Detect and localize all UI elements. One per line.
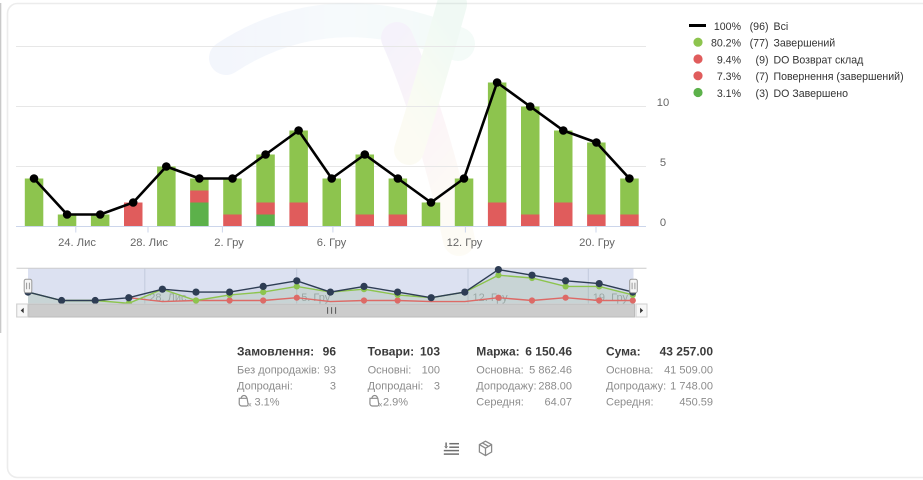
svg-text:(7): (7) xyxy=(756,71,769,83)
svg-text:Середня:: Середня: xyxy=(606,397,654,409)
svg-text:3: 3 xyxy=(330,381,336,393)
svg-text:100%: 100% xyxy=(714,21,742,33)
svg-text:1 748.00: 1 748.00 xyxy=(670,381,713,393)
svg-text:3.1%: 3.1% xyxy=(717,88,742,100)
svg-text:(77): (77) xyxy=(750,38,769,50)
svg-text:20. Гру: 20. Гру xyxy=(579,237,615,249)
svg-text:Допродані:: Допродані: xyxy=(368,381,424,393)
svg-text:7.3%: 7.3% xyxy=(717,71,742,83)
svg-text:Всі: Всі xyxy=(774,21,789,33)
svg-text:2. Гру: 2. Гру xyxy=(214,237,244,249)
svg-text:5 862.46: 5 862.46 xyxy=(529,365,572,377)
svg-text:10: 10 xyxy=(657,97,669,109)
svg-text:DO Возврат склад: DO Возврат склад xyxy=(774,54,864,66)
svg-text:Повернення (завершений): Повернення (завершений) xyxy=(774,71,904,83)
svg-text:450.59: 450.59 xyxy=(679,397,713,409)
svg-text:100: 100 xyxy=(422,365,440,377)
svg-text:Середня:: Середня: xyxy=(476,397,524,409)
svg-text:2.9%: 2.9% xyxy=(383,397,408,409)
svg-text:Сума:: Сума: xyxy=(606,345,641,359)
svg-text:Основна:: Основна: xyxy=(606,365,653,377)
svg-text:x: x xyxy=(248,402,252,409)
svg-text:Завершений: Завершений xyxy=(774,38,836,50)
svg-text:Допродажу:: Допродажу: xyxy=(606,381,666,393)
svg-text:12. Гру: 12. Гру xyxy=(447,237,483,249)
svg-text:80.2%: 80.2% xyxy=(711,38,742,50)
svg-text:3.1%: 3.1% xyxy=(255,397,280,409)
svg-text:(3): (3) xyxy=(756,88,769,100)
svg-text:0: 0 xyxy=(660,217,666,229)
svg-text:93: 93 xyxy=(324,365,336,377)
svg-text:x: x xyxy=(379,402,383,409)
svg-text:Товари:: Товари: xyxy=(368,345,415,359)
svg-text:Основна:: Основна: xyxy=(476,365,523,377)
svg-text:Замовлення:: Замовлення: xyxy=(237,345,314,359)
svg-text:Основні:: Основні: xyxy=(368,365,412,377)
svg-text:Допродані:: Допродані: xyxy=(237,381,293,393)
svg-text:Допродажу:: Допродажу: xyxy=(476,381,536,393)
svg-text:(96): (96) xyxy=(750,21,769,33)
svg-text:3: 3 xyxy=(434,381,440,393)
svg-text:5: 5 xyxy=(660,157,666,169)
svg-text:9.4%: 9.4% xyxy=(717,54,742,66)
svg-text:Без допродажів:: Без допродажів: xyxy=(237,365,320,377)
svg-text:Маржа:: Маржа: xyxy=(476,345,519,359)
svg-text:288.00: 288.00 xyxy=(538,381,572,393)
svg-text:64.07: 64.07 xyxy=(544,397,572,409)
svg-text:96: 96 xyxy=(323,345,337,359)
svg-text:6 150.46: 6 150.46 xyxy=(525,345,572,359)
svg-text:24. Лис: 24. Лис xyxy=(58,237,96,249)
svg-text:28. Лис: 28. Лис xyxy=(130,237,168,249)
svg-text:43 257.00: 43 257.00 xyxy=(660,345,714,359)
svg-text:6. Гру: 6. Гру xyxy=(317,237,347,249)
svg-text:103: 103 xyxy=(420,345,440,359)
svg-text:41 509.00: 41 509.00 xyxy=(664,365,713,377)
svg-text:(9): (9) xyxy=(756,54,769,66)
svg-text:DO Завершено: DO Завершено xyxy=(774,88,849,100)
